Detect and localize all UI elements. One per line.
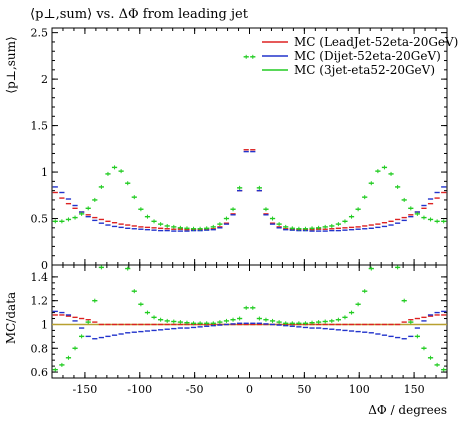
- xtick-label: -150: [73, 383, 98, 396]
- xtick-label: 50: [297, 383, 311, 396]
- ratio-ytick-label: 1.4: [31, 271, 49, 284]
- xtick-label: 100: [349, 383, 370, 396]
- x-axis-label: ΔΦ / degrees: [368, 403, 447, 417]
- top-ytick-label: 1: [41, 166, 48, 179]
- top-ytick-label: 1.5: [31, 120, 49, 133]
- top-ylabel: ⟨p⊥,sum⟩: [4, 36, 18, 93]
- legend-label: MC (Dijet-52eta-20GeV): [294, 49, 441, 63]
- xtick-label: -50: [186, 383, 204, 396]
- ratio-ytick-label: 0.8: [31, 342, 49, 355]
- ratio-ylabel: MC/data: [4, 292, 18, 344]
- ratio-ytick-label: 1.2: [31, 295, 49, 308]
- xtick-label: 0: [246, 383, 253, 396]
- chart-title: ⟨p⊥,sum⟩ vs. ΔΦ from leading jet: [30, 7, 249, 22]
- xtick-label: 150: [404, 383, 425, 396]
- ratio-ytick-label: 0.6: [31, 366, 49, 379]
- ratio-panel-frame: [51, 264, 448, 379]
- top-ytick-label: 2.5: [31, 27, 49, 40]
- xtick-label: -100: [127, 383, 152, 396]
- top-ytick-label: 0.5: [31, 213, 49, 226]
- top-ytick-label: 2: [41, 73, 48, 86]
- legend-label: MC (3jet-eta52-20GeV): [294, 63, 435, 77]
- legend-label: MC (LeadJet-52eta-20GeV): [294, 35, 458, 49]
- ratio-ytick-label: 1: [41, 318, 48, 331]
- top-ytick-label: 0: [41, 259, 48, 272]
